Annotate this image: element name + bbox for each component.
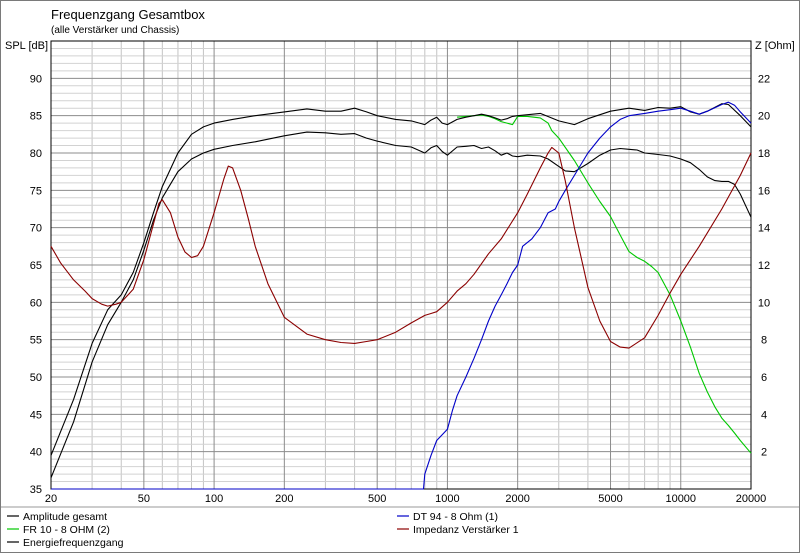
y-left-tick-label: 75 <box>30 185 42 197</box>
series-line-3 <box>50 103 752 456</box>
chart-subtitle: (alle Verstärker und Chassis) <box>51 25 179 36</box>
y-right-tick-label: 6 <box>761 372 767 384</box>
x-tick-labels: 20 50 100 200 500 1000 2000 5000 10000 20000 <box>45 493 766 505</box>
series-line-5 <box>50 146 752 349</box>
x-tick-label: 20 <box>45 493 57 505</box>
y-right-tick-label: 20 <box>758 111 770 123</box>
x-tick-label: 20000 <box>736 493 767 505</box>
legend-label: FR 10 - 8 OHM (2) <box>23 524 110 536</box>
y-left-tick-label: 60 <box>30 297 42 309</box>
y-left-axis-title: SPL [dB] <box>5 40 48 52</box>
x-tick-label: 200 <box>275 493 293 505</box>
y-left-tick-labels: 35 40 45 50 55 60 65 70 75 80 85 90 <box>30 73 42 496</box>
x-tick-label: 500 <box>368 493 386 505</box>
series-line-2 <box>457 114 752 454</box>
y-left-tick-label: 85 <box>30 111 42 123</box>
y-left-tick-label: 55 <box>30 335 42 347</box>
y-right-tick-label: 2 <box>761 447 767 459</box>
chart-title: Frequenzgang Gesamtbox <box>51 7 205 22</box>
y-left-tick-label: 40 <box>30 447 42 459</box>
y-left-tick-label: 90 <box>30 73 42 85</box>
y-left-tick-label: 35 <box>30 484 42 496</box>
series-line-1 <box>50 131 752 479</box>
series-lines <box>50 101 752 490</box>
x-tick-label: 5000 <box>598 493 622 505</box>
y-right-tick-label: 12 <box>758 260 770 272</box>
y-right-tick-label: 8 <box>761 335 767 347</box>
x-tick-label: 50 <box>138 493 150 505</box>
y-left-tick-label: 50 <box>30 372 42 384</box>
y-right-tick-label: 18 <box>758 148 770 160</box>
y-left-tick-label: 45 <box>30 409 42 421</box>
y-right-tick-label: 22 <box>758 73 770 85</box>
legend-label: Impedanz Verstärker 1 <box>413 524 519 536</box>
x-tick-label: 10000 <box>665 493 696 505</box>
y-right-tick-labels: 2 4 6 8 10 12 14 16 18 20 22 <box>758 73 770 458</box>
legend-label: DT 94 - 8 Ohm (1) <box>413 511 498 523</box>
y-right-tick-label: 10 <box>758 297 770 309</box>
x-tick-label: 2000 <box>505 493 529 505</box>
y-right-axis-title: Z [Ohm] <box>755 40 795 52</box>
y-left-tick-label: 80 <box>30 148 42 160</box>
y-right-tick-label: 16 <box>758 185 770 197</box>
legend-label: Energiefrequenzgang <box>23 537 124 549</box>
y-right-tick-label: 4 <box>761 409 767 421</box>
x-tick-label: 1000 <box>435 493 459 505</box>
y-right-tick-label: 14 <box>758 223 770 235</box>
y-left-tick-label: 70 <box>30 223 42 235</box>
y-left-tick-label: 65 <box>30 260 42 272</box>
legend-label: Amplitude gesamt <box>23 511 107 523</box>
x-tick-label: 100 <box>205 493 223 505</box>
series-line-4 <box>51 101 752 490</box>
